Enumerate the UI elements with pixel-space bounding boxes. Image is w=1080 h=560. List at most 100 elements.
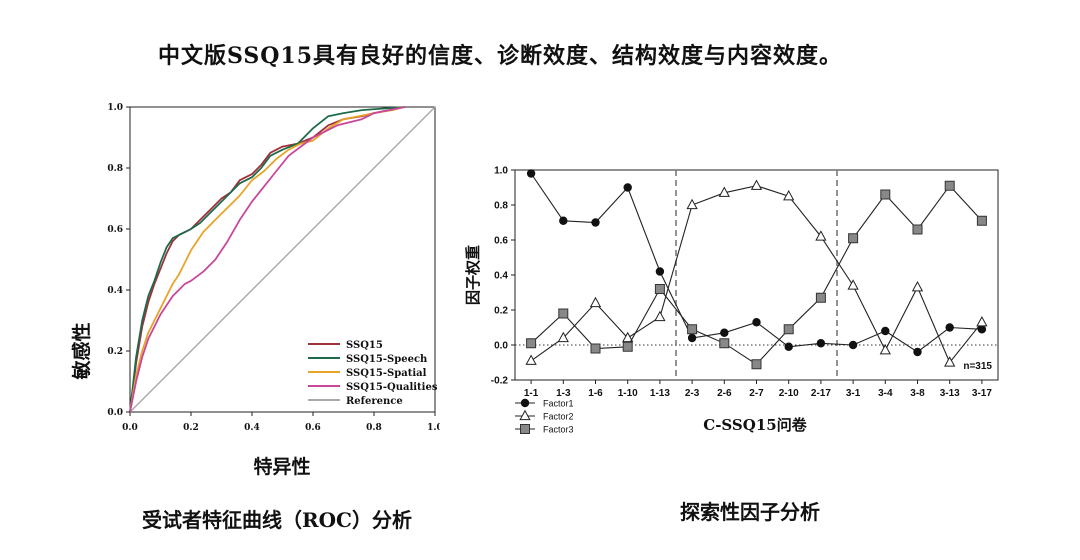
factor-x-tick-label: 2-17	[811, 388, 831, 399]
factor-caption: 探索性因子分析	[680, 500, 820, 524]
roc-x-tick-label: 0.4	[244, 423, 260, 433]
factor-legend-label: Factor1	[543, 399, 574, 409]
factor-point-factor3	[687, 324, 698, 335]
factor-x-tick-label: 1-10	[618, 388, 638, 399]
factor-y-axis-label: 因子权重	[464, 245, 482, 305]
factor-x-tick-label: 2-6	[717, 388, 732, 399]
roc-x-tick-label: 0.6	[305, 423, 321, 433]
roc-line-ssq15	[129, 106, 405, 413]
roc-y-tick-label: 0.0	[107, 408, 123, 418]
roc-legend: SSQ15 SSQ15-Speech SSQ15-Spatial SSQ15-Qual…	[308, 340, 438, 407]
factor-point-factor3	[751, 359, 762, 370]
roc-x-tick-label: 0.8	[366, 423, 382, 433]
factor-point-factor2	[557, 331, 569, 343]
factor-point-factor2	[976, 316, 988, 327]
factor-point-factor3	[944, 180, 955, 191]
factor-point-factor3	[848, 233, 859, 244]
roc-y-tick-label: 0.4	[107, 286, 123, 296]
factor-y-tick-label: -0.2	[491, 376, 509, 387]
roc-y-tick-label: 0.8	[107, 164, 123, 174]
roc-y-tick-label: 1.0	[107, 103, 123, 113]
factor-point-factor3	[783, 324, 794, 335]
factor-legend-marker	[520, 424, 530, 434]
roc-legend-label: SSQ15-Speech	[346, 354, 428, 365]
factor-point-factor2	[718, 186, 730, 197]
roc-line-reference	[129, 106, 436, 413]
factor-x-tick-label: 2-10	[779, 388, 799, 399]
factor-x-tick-label: 2-7	[749, 388, 764, 399]
factor-y-tick-label: 0.4	[494, 271, 508, 282]
factor-point-factor1	[881, 326, 890, 336]
factor-point-factor2	[911, 281, 924, 292]
factor-point-factor2	[815, 230, 827, 241]
roc-line-ssq15-spatial	[129, 106, 405, 413]
factor-point-factor1	[687, 333, 697, 343]
factor-point-factor2	[654, 310, 666, 322]
factor-n-annotation: n=315	[963, 361, 992, 372]
factor-legend-marker	[520, 398, 530, 408]
factor-point-factor3	[912, 224, 923, 235]
factor-point-factor3	[654, 284, 665, 294]
roc-x-tick-label: 0.0	[122, 423, 138, 433]
factor-point-factor3	[976, 215, 987, 226]
factor-y-tick-label: 0.8	[494, 201, 508, 212]
factor-point-factor2	[525, 354, 537, 365]
factor-point-factor2	[589, 296, 602, 308]
factor-point-factor2	[847, 279, 859, 290]
factor-point-factor3	[719, 338, 730, 349]
factor-y-tick-label: 0.6	[494, 236, 508, 247]
factor-point-factor2	[686, 198, 698, 210]
factor-point-factor1	[655, 267, 665, 276]
factor-legend: Factor1 Factor2 Factor3	[515, 399, 574, 435]
roc-x-tick-label: 1.0	[427, 423, 440, 433]
factor-point-factor3	[590, 343, 601, 354]
factor-point-factor1	[848, 340, 858, 350]
factor-legend-label: Factor3	[543, 425, 574, 435]
factor-x-tick-label: 1-13	[650, 388, 670, 399]
factor-chart: 1-1 1-3 1-6 1-10 1-13 2-3 2-6 2-7 2-10 2-17 3-1 3-4…	[464, 166, 999, 435]
factor-point-factor3	[622, 341, 633, 352]
roc-chart: 0.0 0.2 0.4 0.6 0.8 1.0 0.0 0.2 0.4 0.6 0.8 1.0 特异…	[70, 103, 440, 478]
factor-point-factor2	[944, 356, 956, 367]
factor-x-tick-label: 3-17	[972, 388, 992, 399]
factor-y-tick-label: 0.0	[494, 341, 508, 352]
roc-x-axis-label: 特异性	[253, 455, 310, 478]
factor-y-tick-label: 1.0	[494, 166, 508, 177]
factor-point-factor1	[623, 183, 632, 192]
roc-line-ssq15-speech	[129, 106, 405, 413]
roc-y-tick-label: 0.6	[107, 225, 123, 235]
roc-legend-label: SSQ15	[346, 340, 383, 351]
factor-line-factor2	[530, 185, 983, 364]
factor-point-factor1	[559, 216, 568, 225]
factor-legend-marker	[519, 409, 531, 421]
factor-point-factor1	[977, 325, 987, 334]
factor-point-factor1	[591, 218, 600, 227]
factor-point-factor3	[558, 308, 569, 319]
factor-x-tick-label: 3-8	[910, 388, 925, 399]
factor-point-factor1	[816, 339, 826, 348]
roc-legend-label: SSQ15-Spatial	[346, 368, 427, 379]
roc-x-tick-label: 0.2	[183, 423, 199, 433]
factor-x-tick-label: 1-6	[588, 388, 603, 399]
factor-point-factor2	[783, 190, 795, 201]
factor-line-factor3	[530, 184, 983, 366]
factor-point-factor2	[879, 344, 891, 355]
factor-point-factor1	[526, 169, 536, 178]
page-title: 中文版SSQ15具有良好的信度、诊断效度、结构效度与内容效度。	[157, 43, 843, 69]
factor-y-tick-label: 0.2	[494, 306, 508, 317]
roc-line-ssq15-qualities	[129, 106, 405, 413]
factor-plot-frame	[514, 169, 999, 381]
factor-point-factor1	[752, 318, 761, 327]
factor-point-factor1	[945, 323, 954, 332]
factor-x-tick-label: 1-1	[524, 388, 539, 399]
roc-legend-label: Reference	[346, 396, 403, 407]
factor-x-tick-label: 3-4	[878, 388, 893, 399]
roc-legend-label: SSQ15-Qualities	[346, 382, 438, 393]
factor-legend-label: Factor2	[543, 412, 574, 422]
factor-point-factor1	[913, 347, 922, 357]
factor-x-tick-label: 1-3	[556, 388, 571, 399]
roc-y-axis-label: 敏感性	[70, 322, 93, 380]
factor-point-factor3	[815, 292, 826, 303]
factor-x-tick-label: 2-3	[685, 388, 700, 399]
factor-point-factor1	[784, 342, 793, 351]
